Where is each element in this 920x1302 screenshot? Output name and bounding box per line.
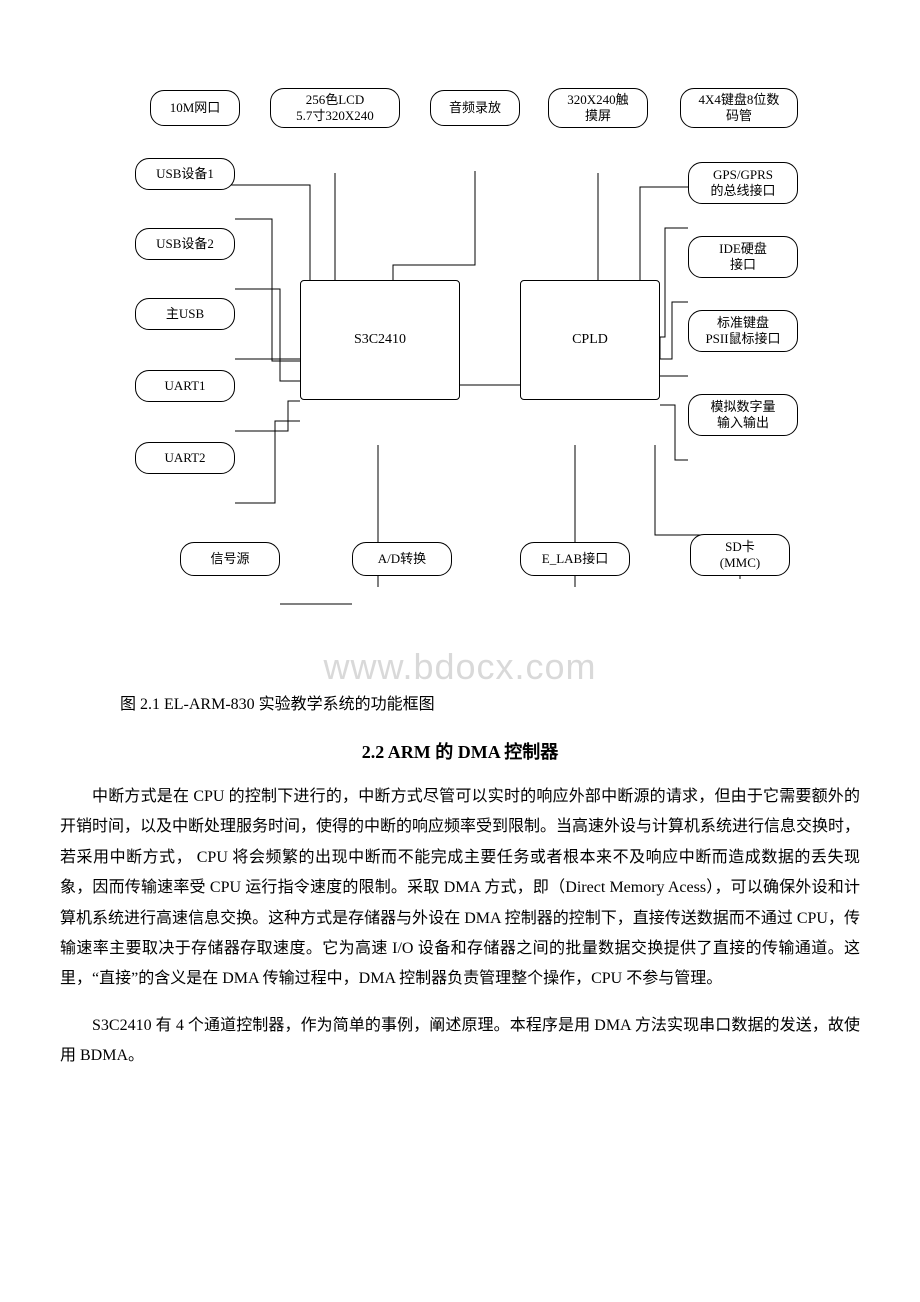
figure-caption: 图 2.1 EL-ARM-830 实验教学系统的功能框图 [120, 690, 860, 714]
node-s3c: S3C2410 [300, 280, 460, 400]
system-block-diagram: 10M网口 256色LCD5.7寸320X240 音频录放 320X240触摸屏 4X4… [100, 80, 820, 680]
node-uart1: UART1 [135, 370, 235, 402]
node-ide: IDE硬盘接口 [688, 236, 798, 278]
node-uart2: UART2 [135, 442, 235, 474]
node-adio: 模拟数字量输入输出 [688, 394, 798, 436]
paragraph-1: 中断方式是在 CPU 的控制下进行的，中断方式尽管可以实时的响应外部中断源的请求… [60, 782, 860, 995]
node-audio: 音频录放 [430, 90, 520, 126]
edge-gps-cpld [660, 228, 688, 359]
node-ad: A/D转换 [352, 542, 452, 576]
edge-usb1-s3c [235, 219, 300, 361]
node-usb1: USB设备1 [135, 158, 235, 190]
node-n10m: 10M网口 [150, 90, 240, 126]
node-touch: 320X240触摸屏 [548, 88, 648, 128]
node-usbm: 主USB [135, 298, 235, 330]
edge-adio-cpld [660, 405, 688, 460]
edge-usb2-s3c [235, 289, 300, 381]
edge-uart2-s3c [235, 421, 300, 503]
node-kb: 4X4键盘8位数码管 [680, 88, 798, 128]
node-elab: E_LAB接口 [520, 542, 630, 576]
paragraph-2: S3C2410 有 4 个通道控制器，作为简单的事例，阐述原理。本程序是用 DM… [60, 1011, 860, 1072]
node-sig: 信号源 [180, 542, 280, 576]
node-sd: SD卡(MMC) [690, 534, 790, 576]
edge-uart1-s3c [235, 401, 300, 431]
node-cpld: CPLD [520, 280, 660, 400]
node-ps2: 标准键盘PSII鼠标接口 [688, 310, 798, 352]
node-usb2: USB设备2 [135, 228, 235, 260]
node-lcd: 256色LCD5.7寸320X240 [270, 88, 400, 128]
edge-ide-cpld [660, 302, 688, 359]
section-title: 2.2 ARM 的 DMA 控制器 [60, 738, 860, 764]
node-gps: GPS/GPRS的总线接口 [688, 162, 798, 204]
